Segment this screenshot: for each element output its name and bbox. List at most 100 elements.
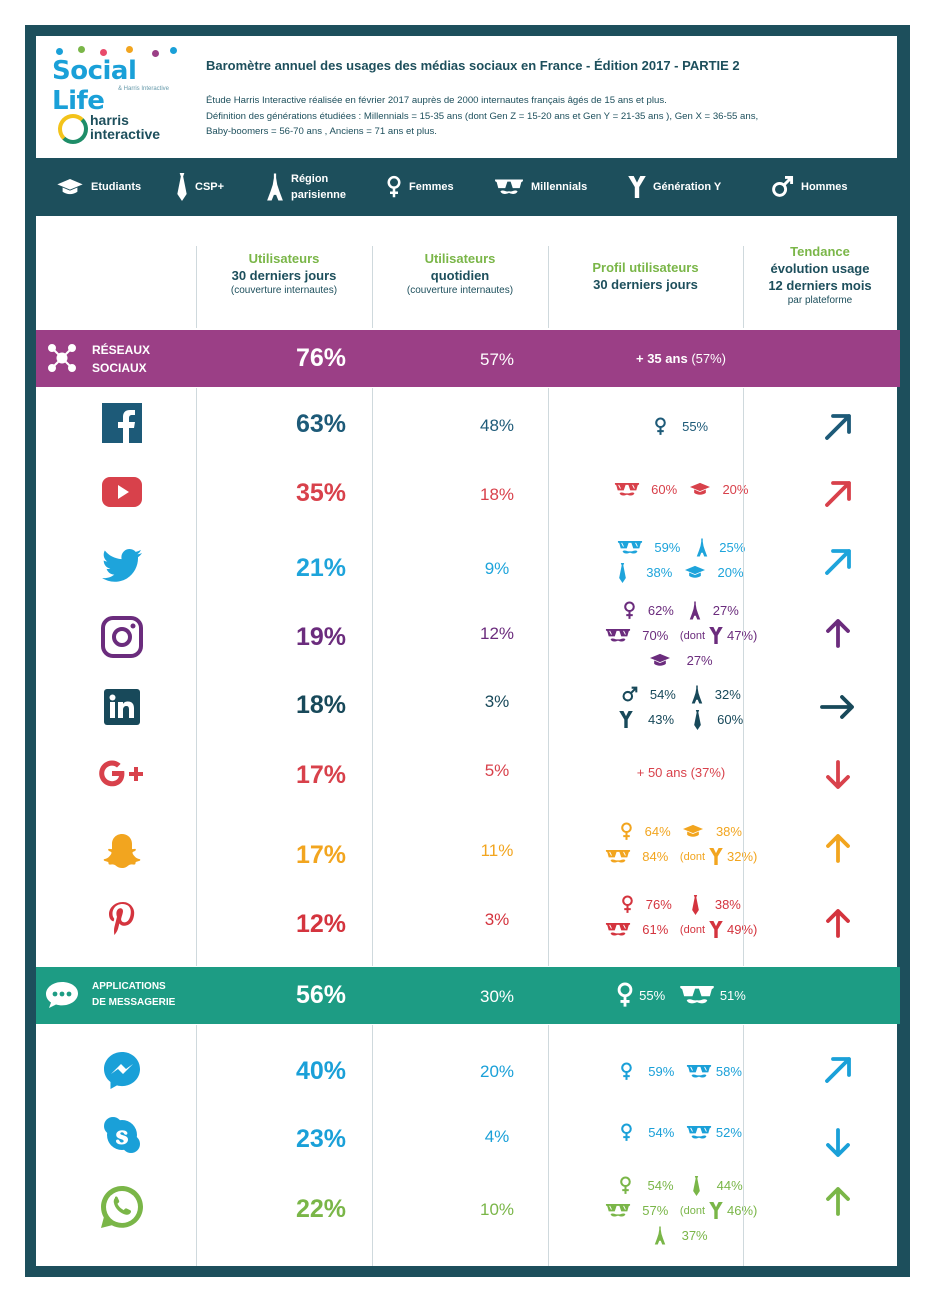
profile-pct: 54% — [647, 1178, 674, 1193]
graduation-cap-icon — [56, 178, 84, 197]
col-users-30d: Utilisateurs 30 derniers jours (couvertu… — [196, 250, 372, 297]
legend-etudiants: Etudiants — [56, 158, 141, 216]
profile-pct: 59% — [654, 540, 681, 555]
profile-pct: 57% — [642, 1203, 669, 1218]
reseaux-sociaux-band: RÉSEAUX SOCIAUX 76% 57% + 35 ans (57%) — [36, 330, 900, 387]
table-panel — [36, 216, 897, 1266]
profile-pct: 60% — [651, 482, 678, 497]
study-description: Étude Harris Interactive réalisée en fév… — [206, 93, 876, 140]
tie-icon — [693, 710, 702, 730]
network-icon — [48, 344, 76, 372]
legend-bar: Etudiants CSP+ Région parisienne Femmes M… — [36, 158, 897, 216]
female-symbol-icon — [620, 1123, 633, 1142]
legend-millennials: Millennials — [494, 158, 587, 216]
whatsapp-icon — [92, 1182, 152, 1232]
legend-label: Femmes — [409, 181, 454, 193]
column-divider — [196, 246, 197, 328]
col-header-line: Profil utilisateurs — [592, 260, 699, 275]
col-header-line: Tendance — [790, 244, 850, 259]
legend-hommes: Hommes — [770, 158, 847, 216]
col-header-line: Utilisateurs — [248, 251, 320, 266]
profile-text: + 35 ans — [636, 351, 688, 366]
tie-icon — [176, 173, 188, 201]
profile-cell: 54% 44% 57% (dont 46%) 37% — [586, 1173, 776, 1248]
col-header-note: par plateforme — [787, 295, 853, 306]
row-instagram: 19% 12% 62% 27% 70% (dont 47%) 27% — [36, 598, 897, 674]
glasses-mustache-icon — [617, 539, 643, 556]
col-header-line: quotidien — [430, 268, 490, 283]
profile-cell: 54% 32% 43% 60% — [586, 682, 776, 732]
profile-pct: 84% — [642, 849, 669, 864]
users-value: 63% — [295, 410, 347, 438]
users-value: 18% — [295, 691, 347, 719]
profile-cell: 54% 52% — [586, 1120, 776, 1145]
female-symbol-icon — [386, 175, 402, 199]
profile-pct: 27% — [712, 603, 739, 618]
female-symbol-icon — [620, 822, 633, 841]
interactive-logo-text: interactive — [90, 126, 161, 142]
legend-femmes: Femmes — [386, 158, 454, 216]
users-value: 35% — [295, 479, 347, 507]
reseaux-label: RÉSEAUX SOCIAUX — [92, 341, 150, 377]
desc-line-1: Étude Harris Interactive réalisée en fév… — [206, 95, 667, 106]
profile-cell: 60% 20% — [586, 477, 776, 502]
female-symbol-icon — [616, 981, 634, 1009]
trend-up-arrow-icon — [808, 823, 868, 873]
chat-bubble-icon — [46, 982, 78, 1008]
legend-label: Hommes — [801, 181, 848, 193]
profile-pct: 54% — [648, 1125, 675, 1140]
daily-value: 12% — [479, 624, 515, 643]
row-messenger: 40% 20% 59% 58% — [36, 1045, 897, 1097]
col-header-note: (couverture internautes) — [406, 285, 514, 296]
youtube-icon — [92, 467, 152, 517]
legend-region: Région parisienne — [266, 158, 346, 216]
profile-pct: 32% — [714, 687, 741, 702]
profile-pct: 59% — [648, 1064, 675, 1079]
users-value: 17% — [295, 761, 347, 789]
glasses-mustache-icon — [605, 848, 631, 865]
trend-up-right-arrow-icon — [808, 402, 868, 452]
harris-ring-icon — [58, 114, 88, 144]
glasses-mustache-icon — [605, 921, 631, 938]
profile-cell: + 50 ans (37%) — [586, 760, 776, 785]
trend-up-arrow-icon — [808, 898, 868, 948]
column-divider — [743, 246, 744, 328]
profile-pct: 38% — [646, 565, 673, 580]
daily-value: 3% — [484, 692, 510, 711]
tie-icon — [618, 563, 627, 583]
legend-csp: CSP+ — [176, 158, 224, 216]
profile-pct: 51% — [719, 987, 746, 1003]
eiffel-tower-icon — [691, 685, 703, 704]
female-symbol-icon — [623, 601, 636, 620]
reseaux-profile: + 35 ans (57%) — [586, 351, 776, 366]
profile-cell: 62% 27% 70% (dont 47%) 27% — [586, 598, 776, 673]
social-life-logo-sub: & Harris Interactive — [118, 86, 170, 92]
col-users-daily: Utilisateurs quotidien (couverture inter… — [372, 250, 548, 297]
male-symbol-icon — [770, 175, 794, 199]
legend-label: Millennials — [531, 181, 588, 193]
row-facebook: 63% 48% 55% — [36, 398, 897, 450]
band-label-line: SOCIAUX — [92, 361, 147, 375]
trend-up-right-arrow-icon — [808, 1045, 868, 1095]
daily-value: 3% — [484, 910, 510, 929]
social-life-logo-text: Social Life — [52, 56, 137, 116]
legend-label: Etudiants — [91, 181, 142, 193]
profile-pct: 70% — [642, 628, 669, 643]
profile-pct: 27% — [686, 653, 713, 668]
users-value: 12% — [295, 910, 347, 938]
profile-pct: 44% — [716, 1178, 743, 1193]
col-header-line: 30 derniers jours — [231, 268, 337, 283]
col-profile: Profil utilisateurs 30 derniers jours — [548, 259, 743, 293]
column-divider — [743, 388, 744, 966]
trend-right-arrow-icon — [808, 682, 868, 732]
row-whatsapp: 22% 10% 54% 44% 57% (dont 46%) 37% — [36, 1172, 897, 1252]
profile-pct: 32%) — [727, 849, 757, 864]
female-symbol-icon — [620, 1062, 633, 1081]
column-divider — [548, 246, 549, 328]
col-trend: Tendance évolution usage 12 derniers moi… — [743, 243, 897, 307]
daily-value: 18% — [479, 485, 515, 504]
graduation-cap-icon — [682, 824, 704, 839]
profile-dont: (dont — [679, 850, 705, 863]
messagerie-profile: 55% 51% — [586, 981, 776, 1009]
users-value: 22% — [295, 1195, 347, 1223]
